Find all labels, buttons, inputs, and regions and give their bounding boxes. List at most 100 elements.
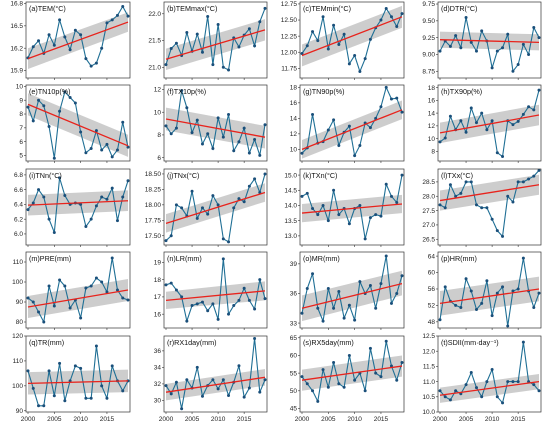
data-point [206, 212, 210, 216]
data-point [368, 346, 372, 350]
data-point [31, 300, 35, 304]
data-point [347, 222, 351, 226]
data-point [305, 44, 309, 48]
data-point [537, 291, 541, 295]
panel-2: 11.75 12.00 12.25 12.50 12.75 (c)TEMmin(°C) [281, 1, 405, 80]
data-point [185, 106, 189, 110]
plot-frame [299, 168, 405, 246]
y-tick-label: 12 [290, 131, 298, 138]
plot-frame [25, 84, 131, 162]
data-point [52, 230, 56, 234]
data-point [490, 119, 494, 123]
plot-frame [25, 335, 131, 413]
data-point [100, 384, 104, 388]
plot-frame [299, 1, 405, 79]
data-point [443, 395, 447, 399]
data-point [164, 384, 168, 388]
data-point [58, 176, 62, 180]
data-point [121, 195, 125, 199]
data-point [68, 379, 72, 383]
y-tick-label: 9.00 [422, 52, 435, 59]
data-point [237, 197, 241, 201]
data-point [195, 365, 199, 369]
data-point [374, 306, 378, 310]
trend-line [439, 114, 540, 134]
data-point [200, 206, 204, 210]
data-point [263, 6, 267, 10]
panel-title: (k)TXn(°C) [303, 171, 337, 180]
data-point [195, 32, 199, 36]
series-line [27, 177, 129, 233]
data-point [501, 155, 505, 159]
y-tick-label: 6 [19, 139, 23, 146]
data-point [454, 194, 458, 198]
data-point [501, 401, 505, 405]
data-point [216, 317, 220, 321]
data-point [321, 319, 325, 323]
data-point [164, 63, 168, 67]
data-point [200, 394, 204, 398]
data-point [495, 291, 499, 295]
y-tick-label: 18.25 [145, 187, 162, 194]
data-point [126, 179, 130, 183]
y-tick-label: 10 [16, 84, 24, 91]
y-tick-label: 16 [428, 98, 436, 105]
x-tick-label: 2010 [485, 416, 500, 423]
data-point [100, 280, 104, 284]
y-tick-label: 32 [154, 381, 162, 388]
plot-frame [437, 168, 542, 246]
data-point [221, 378, 225, 382]
data-point [454, 34, 458, 38]
data-point [532, 174, 536, 178]
panel-title: (m)PRE(mm) [29, 254, 71, 263]
y-tick-label: 8 [19, 111, 23, 118]
data-point [521, 42, 525, 46]
y-tick-label: 55 [290, 370, 298, 377]
y-tick-label: 9 [19, 97, 23, 104]
data-point [37, 98, 41, 102]
y-tick-label: 27.5 [422, 208, 435, 215]
data-point [480, 111, 484, 115]
data-point [221, 257, 225, 261]
panel-14: 33 36 39 (o)MR(mm) [290, 251, 405, 330]
data-point [216, 22, 220, 26]
data-point [532, 305, 536, 309]
data-point [321, 368, 325, 372]
data-point [353, 318, 357, 322]
data-point [300, 311, 304, 315]
plot-frame [437, 1, 542, 79]
data-point [347, 303, 351, 307]
data-point [311, 207, 315, 211]
data-point [459, 119, 463, 123]
data-point [395, 96, 399, 100]
data-point [474, 49, 478, 53]
data-point [258, 390, 262, 394]
data-point [247, 386, 251, 390]
data-point [464, 130, 468, 134]
data-point [63, 90, 67, 94]
panel-5: 6 8 10 12 (f)TX10p(%) [154, 84, 268, 163]
y-tick-label: 11.75 [281, 66, 297, 73]
data-point [206, 132, 210, 136]
data-point [126, 298, 130, 302]
data-point [211, 63, 215, 67]
data-point [374, 371, 378, 375]
y-tick-label: 21.5 [148, 38, 161, 45]
trend-line [165, 118, 266, 138]
y-tick-label: 12.75 [281, 1, 298, 8]
data-point [31, 201, 35, 205]
y-tick-label: 50 [290, 388, 298, 395]
data-point [321, 15, 325, 19]
panel-7: 8 10 12 14 16 18 (h)TX90p(%) [428, 84, 542, 163]
data-point [94, 129, 98, 133]
data-point [89, 64, 93, 68]
y-tick-label: 60 [290, 353, 298, 360]
data-point [438, 49, 442, 53]
data-point [379, 105, 383, 109]
data-point [110, 364, 114, 368]
data-point [469, 289, 473, 293]
data-point [94, 344, 98, 348]
data-point [84, 396, 88, 400]
panel-3: 8.75 9.00 9.25 9.50 9.75 (d)DTR(°C) [422, 1, 542, 80]
